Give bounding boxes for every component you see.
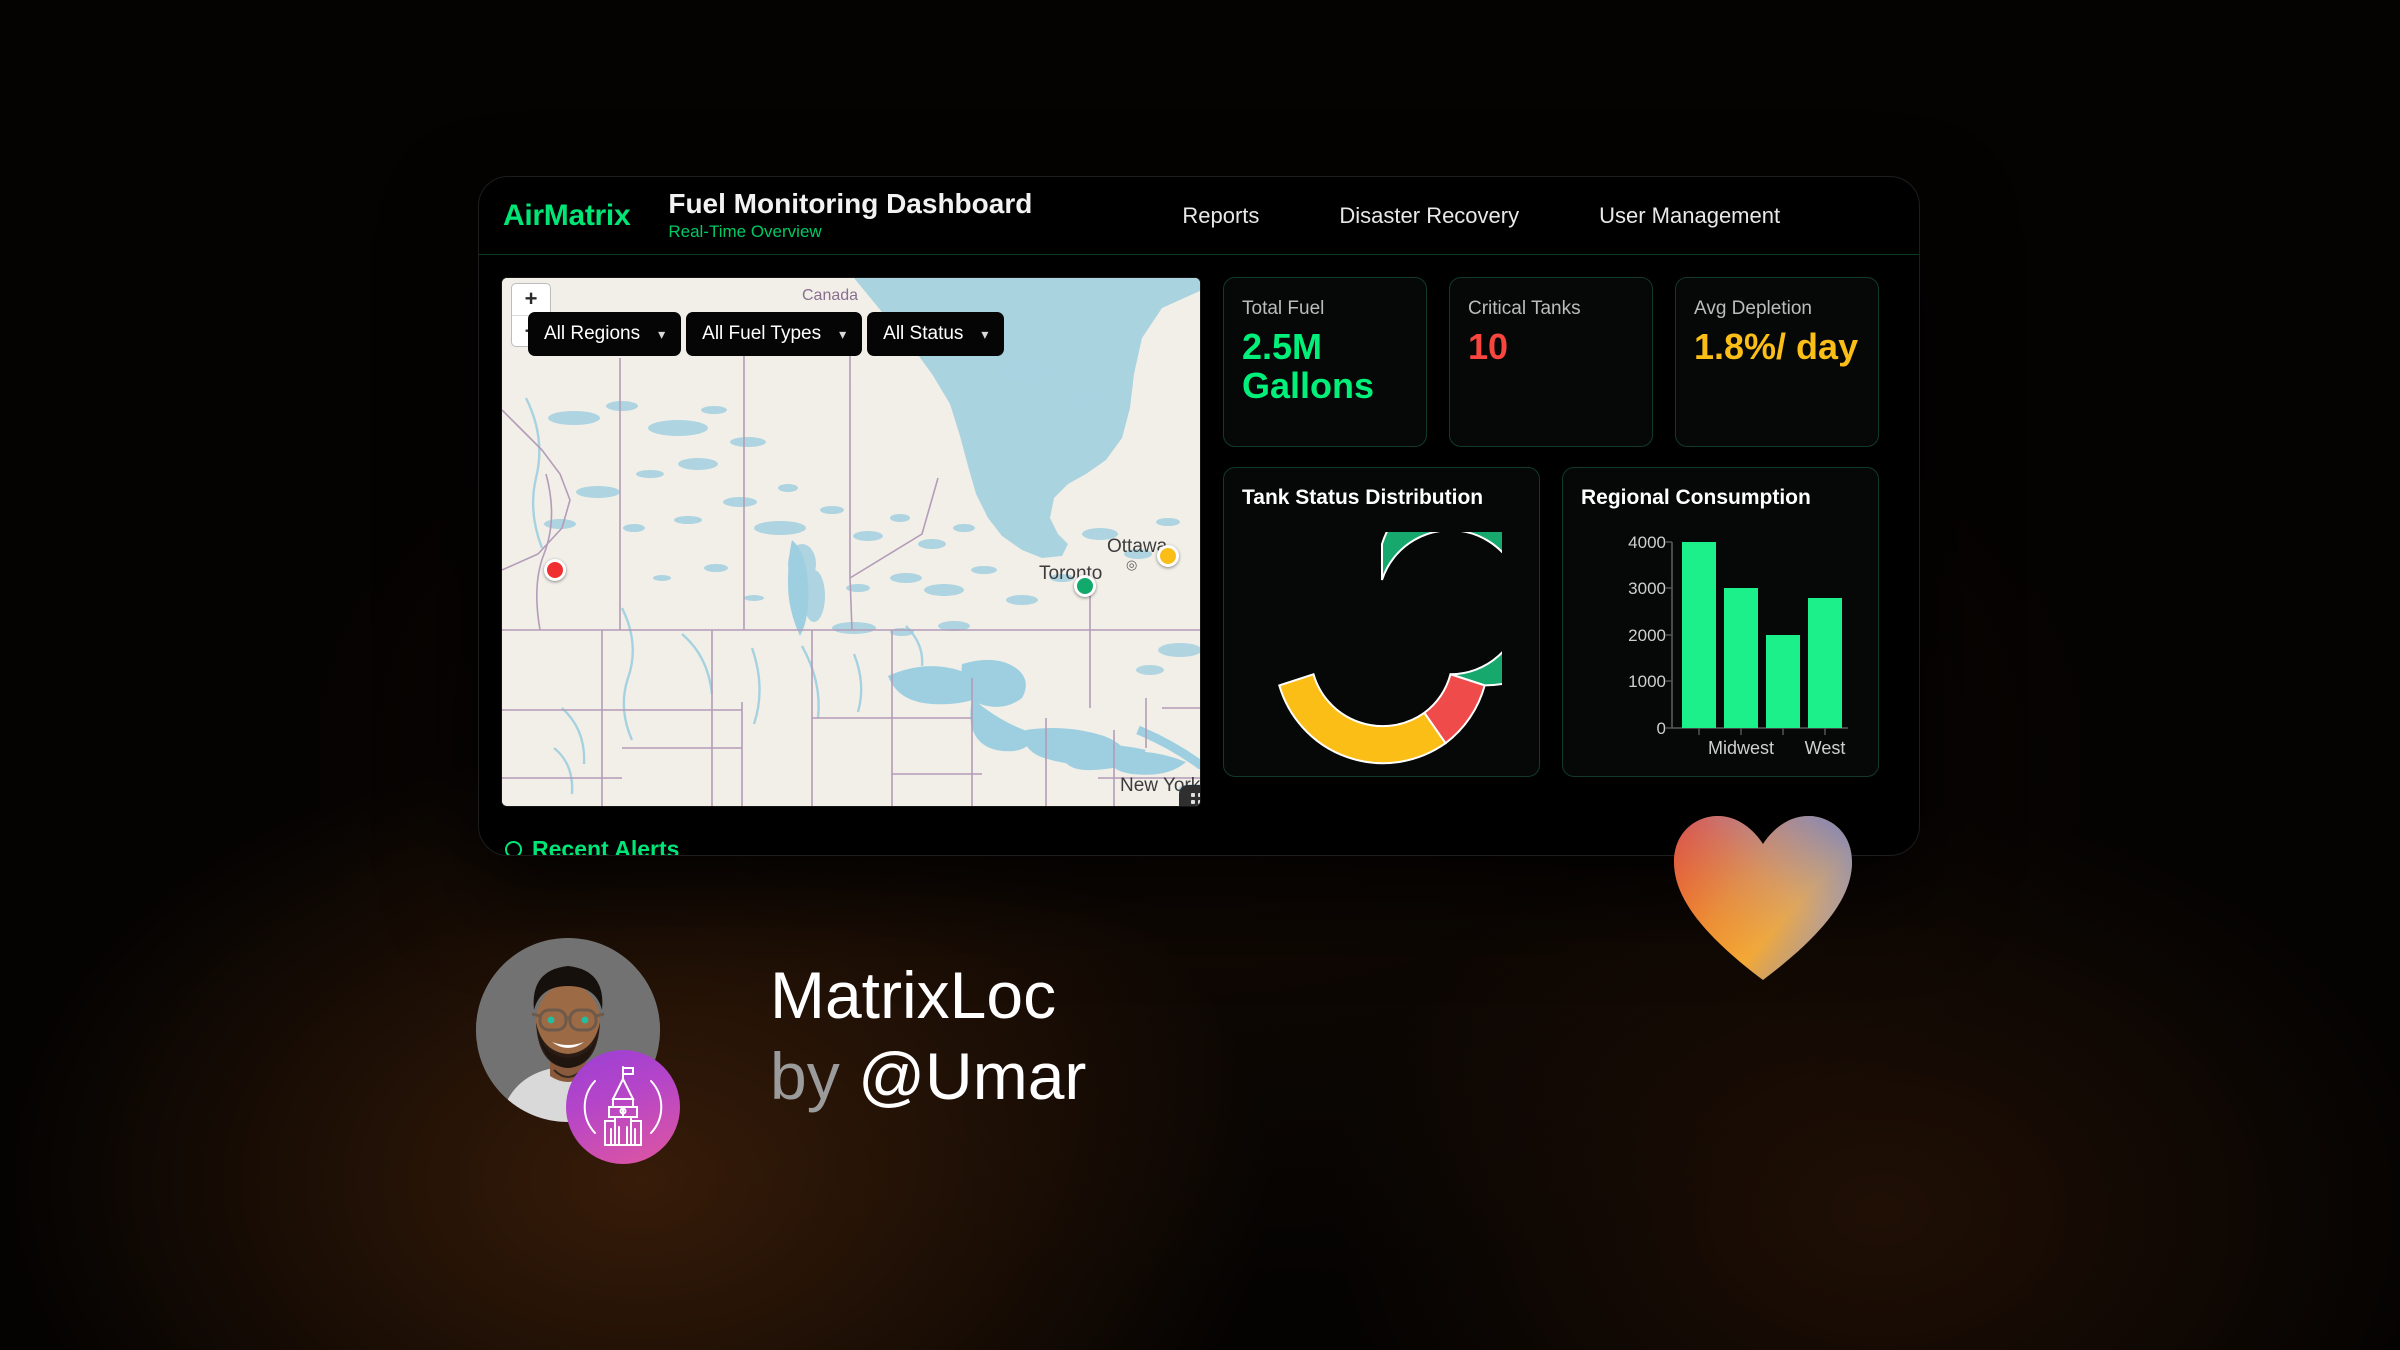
author-line: by @Umar [770,1036,1086,1117]
y-tick-3000: 3000 [1628,579,1666,598]
tank-marker-warning[interactable] [1157,545,1179,567]
tank-marker-critical[interactable] [544,559,566,581]
panel-tank-status-distribution: Tank Status Distribution [1223,467,1540,777]
stat-card-critical-tanks[interactable]: Critical Tanks 10 [1449,277,1653,447]
region-filter-value: All Regions [544,323,641,344]
community-badge [566,1050,680,1164]
map-filter-bar: All Regions ▾ All Fuel Types ▾ All Statu… [528,312,1005,356]
region-filter-select[interactable]: All Regions ▾ [528,312,682,356]
panel-title: Regional Consumption [1581,486,1811,509]
y-tick-0: 0 [1656,719,1665,738]
app-window: AirMatrix Fuel Monitoring Dashboard Real… [478,176,1920,856]
heart-reaction[interactable] [1672,812,1854,984]
chevron-down-icon: ▾ [981,325,989,342]
bar-northeast[interactable] [1681,542,1716,728]
page-title: Fuel Monitoring Dashboard [668,187,1033,219]
brand-logo[interactable]: AirMatrix [503,198,631,232]
stat-label: Critical Tanks [1468,298,1581,319]
chevron-down-icon: ▾ [839,325,847,342]
stat-value: 1.8%/ day [1694,326,1859,367]
tower-logo-icon [583,1066,663,1146]
stat-card-total-fuel[interactable]: Total Fuel 2.5M Gallons [1223,277,1427,447]
stat-value: 10 [1468,326,1509,367]
primary-nav: Reports Disaster Recovery User Managemen… [1142,203,1820,229]
status-filter-value: All Status [883,323,964,344]
status-filter-select[interactable]: All Status ▾ [867,312,1005,356]
app-header: AirMatrix Fuel Monitoring Dashboard Real… [479,177,1919,255]
map-label-ottawa: Ottawa [1107,536,1168,557]
stat-value: 2.5M Gallons [1242,326,1375,406]
donut-chart [1242,532,1521,772]
y-tick-4000: 4000 [1628,533,1666,552]
map-panel[interactable]: Canada Ottawa Toronto New York ◎ + − All… [501,277,1201,807]
donut-slice-warning[interactable] [1277,672,1447,765]
nav-item-reports[interactable]: Reports [1182,202,1260,228]
map-zoom-in-button[interactable]: + [512,284,550,316]
alert-bell-icon [505,841,522,855]
metrics-column: Total Fuel 2.5M Gallons Critical Tanks 1… [1223,277,1879,807]
map-canvas [502,278,1200,806]
author-handle: @Umar [858,1038,1087,1113]
nav-item-disaster-recovery[interactable]: Disaster Recovery [1339,202,1520,228]
fuel-type-filter-value: All Fuel Types [702,323,822,344]
tank-marker-normal[interactable] [1074,575,1096,597]
stat-card-avg-depletion[interactable]: Avg Depletion 1.8%/ day [1675,277,1879,447]
bar-chart: 4000 3000 2000 1000 0 [1581,528,1860,764]
recent-alerts-section[interactable]: Recent Alerts [505,836,680,856]
chart-panels: Tank Status Distribution [1223,467,1879,777]
donut-slice-normal[interactable] [1380,532,1502,687]
bar-midwest[interactable] [1723,588,1758,728]
nav-item-user-management[interactable]: User Management [1599,202,1781,228]
fuel-type-filter-select[interactable]: All Fuel Types ▾ [686,312,863,356]
y-tick-2000: 2000 [1628,626,1666,645]
product-name: MatrixLoc [770,958,1057,1032]
donut-chart-svg [1277,532,1502,765]
page-subtitle: Real-Time Overview [668,222,822,242]
y-tick-1000: 1000 [1628,672,1666,691]
stat-cards: Total Fuel 2.5M Gallons Critical Tanks 1… [1223,277,1879,447]
byline-prefix: by [770,1038,840,1113]
chevron-down-icon: ▾ [658,325,666,342]
x-tick-west: West [1804,738,1845,758]
map-poi-dot: ◎ [1126,557,1138,572]
header-title-block: Fuel Monitoring Dashboard Real-Time Over… [668,187,1033,242]
dashboard-content: Canada Ottawa Toronto New York ◎ + − All… [479,255,1919,807]
bar-west[interactable] [1807,598,1842,728]
panel-title: Tank Status Distribution [1242,486,1484,509]
map-label-canada: Canada [802,287,859,304]
bar-south[interactable] [1765,635,1800,728]
recent-alerts-title: Recent Alerts [532,836,680,856]
panel-regional-consumption: Regional Consumption 4000 3000 2000 1 [1562,467,1879,777]
stat-label: Avg Depletion [1694,298,1812,319]
footer-credit: MatrixLoc by @Umar [770,955,1086,1116]
map-resize-handle[interactable] [1179,785,1200,806]
stat-label: Total Fuel [1242,298,1325,319]
x-tick-midwest: Midwest [1707,738,1773,758]
heart-icon [1674,816,1852,980]
bar-chart-svg: 4000 3000 2000 1000 0 [1628,533,1848,758]
